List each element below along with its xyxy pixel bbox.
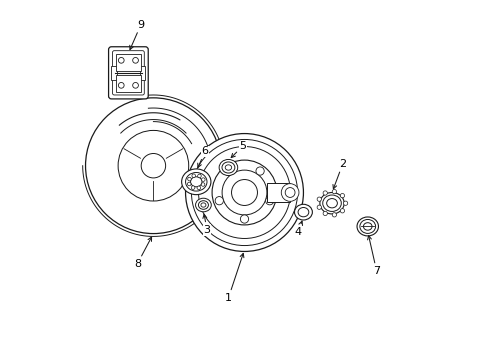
Circle shape (201, 178, 204, 181)
Circle shape (118, 130, 188, 201)
Circle shape (317, 197, 321, 201)
Ellipse shape (298, 207, 308, 217)
Ellipse shape (294, 204, 312, 220)
Ellipse shape (185, 172, 206, 191)
Ellipse shape (225, 165, 231, 170)
Circle shape (331, 189, 336, 194)
Circle shape (132, 58, 138, 63)
Bar (140, 66, 145, 80)
Ellipse shape (198, 201, 208, 209)
Bar (116, 75, 141, 92)
Circle shape (224, 167, 233, 175)
Circle shape (222, 170, 266, 215)
Ellipse shape (201, 203, 205, 207)
Text: 8: 8 (134, 237, 151, 269)
Circle shape (197, 174, 201, 178)
Circle shape (331, 213, 336, 217)
Text: 4: 4 (294, 221, 302, 237)
Circle shape (343, 201, 347, 205)
Ellipse shape (190, 177, 202, 187)
Circle shape (340, 209, 344, 213)
Circle shape (118, 58, 124, 63)
Ellipse shape (195, 198, 211, 212)
Bar (111, 66, 117, 80)
Bar (116, 54, 141, 71)
Text: 7: 7 (367, 236, 380, 276)
Circle shape (187, 177, 191, 181)
Bar (266, 183, 289, 202)
Text: 9: 9 (129, 19, 144, 50)
Circle shape (317, 205, 321, 210)
Text: 5: 5 (231, 141, 246, 158)
Circle shape (323, 191, 326, 195)
FancyBboxPatch shape (112, 51, 144, 95)
Circle shape (118, 82, 124, 88)
Circle shape (197, 186, 200, 190)
Text: 3: 3 (203, 214, 210, 235)
Circle shape (323, 211, 326, 216)
Circle shape (285, 188, 294, 197)
Ellipse shape (363, 223, 371, 230)
FancyBboxPatch shape (108, 47, 148, 99)
Ellipse shape (322, 195, 341, 211)
Circle shape (340, 193, 344, 198)
Circle shape (191, 139, 297, 246)
Text: 6: 6 (197, 147, 208, 167)
Circle shape (191, 186, 195, 189)
Circle shape (231, 180, 257, 206)
Circle shape (212, 160, 276, 225)
Ellipse shape (219, 159, 237, 176)
Ellipse shape (326, 199, 337, 208)
Circle shape (215, 197, 223, 205)
Circle shape (255, 167, 264, 175)
Circle shape (265, 197, 273, 205)
Circle shape (132, 82, 138, 88)
Ellipse shape (222, 162, 234, 173)
Text: 1: 1 (224, 253, 244, 303)
Ellipse shape (319, 193, 344, 214)
Circle shape (187, 182, 191, 186)
Circle shape (191, 174, 195, 177)
Text: 2: 2 (332, 159, 346, 189)
Ellipse shape (359, 220, 375, 233)
Circle shape (185, 134, 303, 251)
Ellipse shape (181, 169, 210, 195)
Circle shape (281, 184, 298, 201)
Circle shape (141, 153, 165, 178)
Ellipse shape (356, 217, 378, 236)
Circle shape (201, 183, 204, 186)
Circle shape (240, 215, 248, 223)
Circle shape (85, 98, 221, 234)
Circle shape (198, 147, 290, 238)
